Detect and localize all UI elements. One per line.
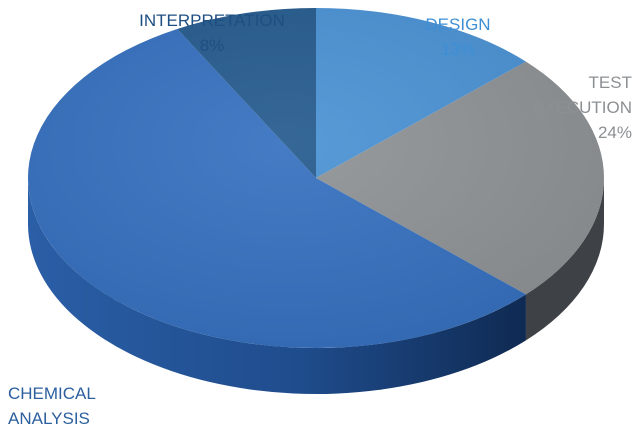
pie-side-1 xyxy=(525,178,604,341)
pie-side-layer xyxy=(28,178,604,395)
slice-percent-label-3: 8% xyxy=(200,36,225,55)
pie-top-shading xyxy=(28,8,604,348)
slice-percent-label-0: 13% xyxy=(441,40,475,59)
pie-top-layer xyxy=(28,8,605,349)
slice-label-0: DESIGN xyxy=(425,15,490,34)
pie-labels: DESIGN 13% TEST EXECUTION 24% CHEMICAL ANALYSI… xyxy=(8,11,632,428)
slice-label-1: TEST xyxy=(589,73,632,92)
slice-label-2: ANALYSIS xyxy=(8,409,90,428)
slice-percent-label-1: 24% xyxy=(598,123,632,142)
pie-side-2 xyxy=(28,178,526,395)
slice-label-1: EXECUTION xyxy=(533,98,632,117)
slice-label-2: CHEMICAL xyxy=(8,384,96,403)
slice-label-3: INTERPRETATION xyxy=(139,11,285,30)
